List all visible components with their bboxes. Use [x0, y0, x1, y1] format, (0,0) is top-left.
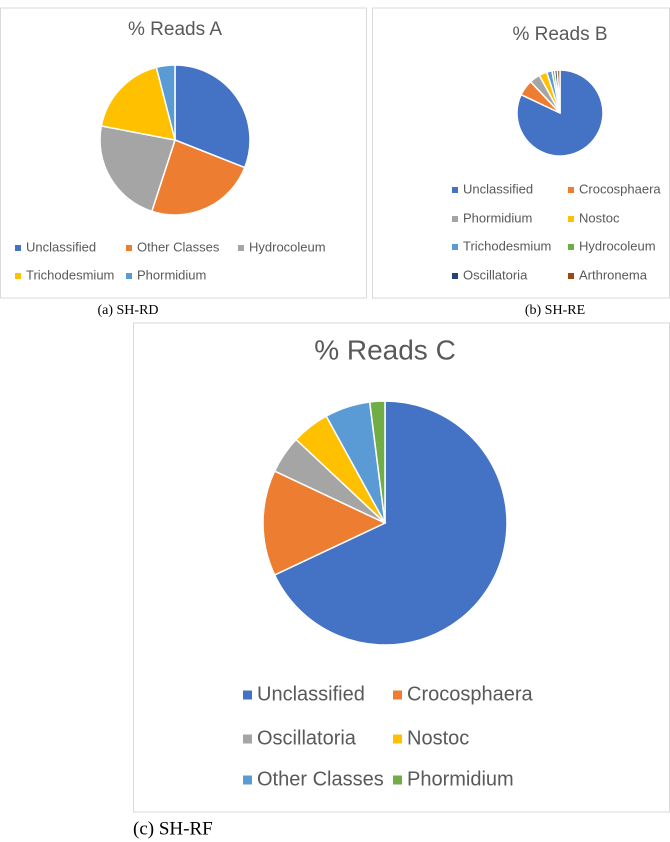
legend-swatch — [126, 245, 132, 251]
pie-slice — [174, 64, 251, 169]
legend-swatch — [452, 273, 458, 279]
legend-label: Phormidium — [463, 210, 532, 225]
legend-swatch — [452, 216, 458, 222]
pie-slice — [150, 139, 246, 216]
legend-label: Arthronema — [579, 267, 648, 282]
legend-swatch — [126, 273, 132, 279]
legend-swatch — [393, 775, 402, 785]
legend-label: Phormidium — [137, 267, 206, 282]
legend-label: Other Classes — [137, 239, 220, 254]
legend-swatch — [15, 273, 21, 279]
caption: (b) SH-RE — [525, 303, 585, 318]
legend-swatch — [393, 690, 402, 700]
legend-swatch — [15, 245, 21, 251]
legend-swatch — [568, 187, 574, 193]
legend-swatch — [452, 187, 458, 193]
legend-swatch — [243, 734, 252, 744]
frame-a — [0, 7, 367, 299]
legend-swatch — [568, 273, 574, 279]
legend-swatch — [393, 734, 402, 744]
legend-label: Hydrocoleum — [579, 238, 656, 253]
pie-slice — [273, 400, 508, 646]
legend-label: Unclassified — [463, 181, 533, 196]
legend-label: Unclassified — [257, 683, 365, 705]
legend-swatch — [238, 245, 244, 251]
legend-swatch — [243, 690, 252, 700]
pie-slice — [262, 470, 387, 576]
legend-label: Trichodesmium — [26, 267, 114, 282]
pie-slice — [556, 69, 561, 114]
legend-label: Hydrocoleum — [249, 239, 326, 254]
caption: (c) SH-RF — [133, 818, 213, 839]
caption: (a) SH-RD — [97, 303, 158, 318]
pie-slice — [368, 400, 386, 524]
legend-label: Crocosphaera — [579, 181, 661, 196]
legend-label: Trichodesmium — [463, 238, 551, 253]
legend-label: Crocosphaera — [407, 683, 534, 705]
legend-label: Other Classes — [257, 768, 384, 790]
chart-title: % Reads C — [314, 334, 456, 365]
chart-title: % Reads A — [128, 19, 222, 40]
legend-label: Nostoc — [579, 210, 620, 225]
pie-slice — [155, 64, 176, 141]
legend-label: Oscillatoria — [463, 267, 528, 282]
chart-title: % Reads B — [512, 24, 607, 45]
legend-swatch — [568, 216, 574, 222]
legend-label: Oscillatoria — [257, 727, 357, 749]
frame-b — [372, 7, 670, 299]
legend-swatch — [243, 775, 252, 785]
legend-label: Unclassified — [26, 239, 96, 254]
pie-slice — [99, 125, 176, 213]
legend-label: Phormidium — [407, 768, 514, 790]
legend-label: Nostoc — [407, 727, 469, 749]
legend-swatch — [452, 244, 458, 250]
legend-swatch — [568, 244, 574, 250]
pie-slice — [100, 66, 177, 141]
